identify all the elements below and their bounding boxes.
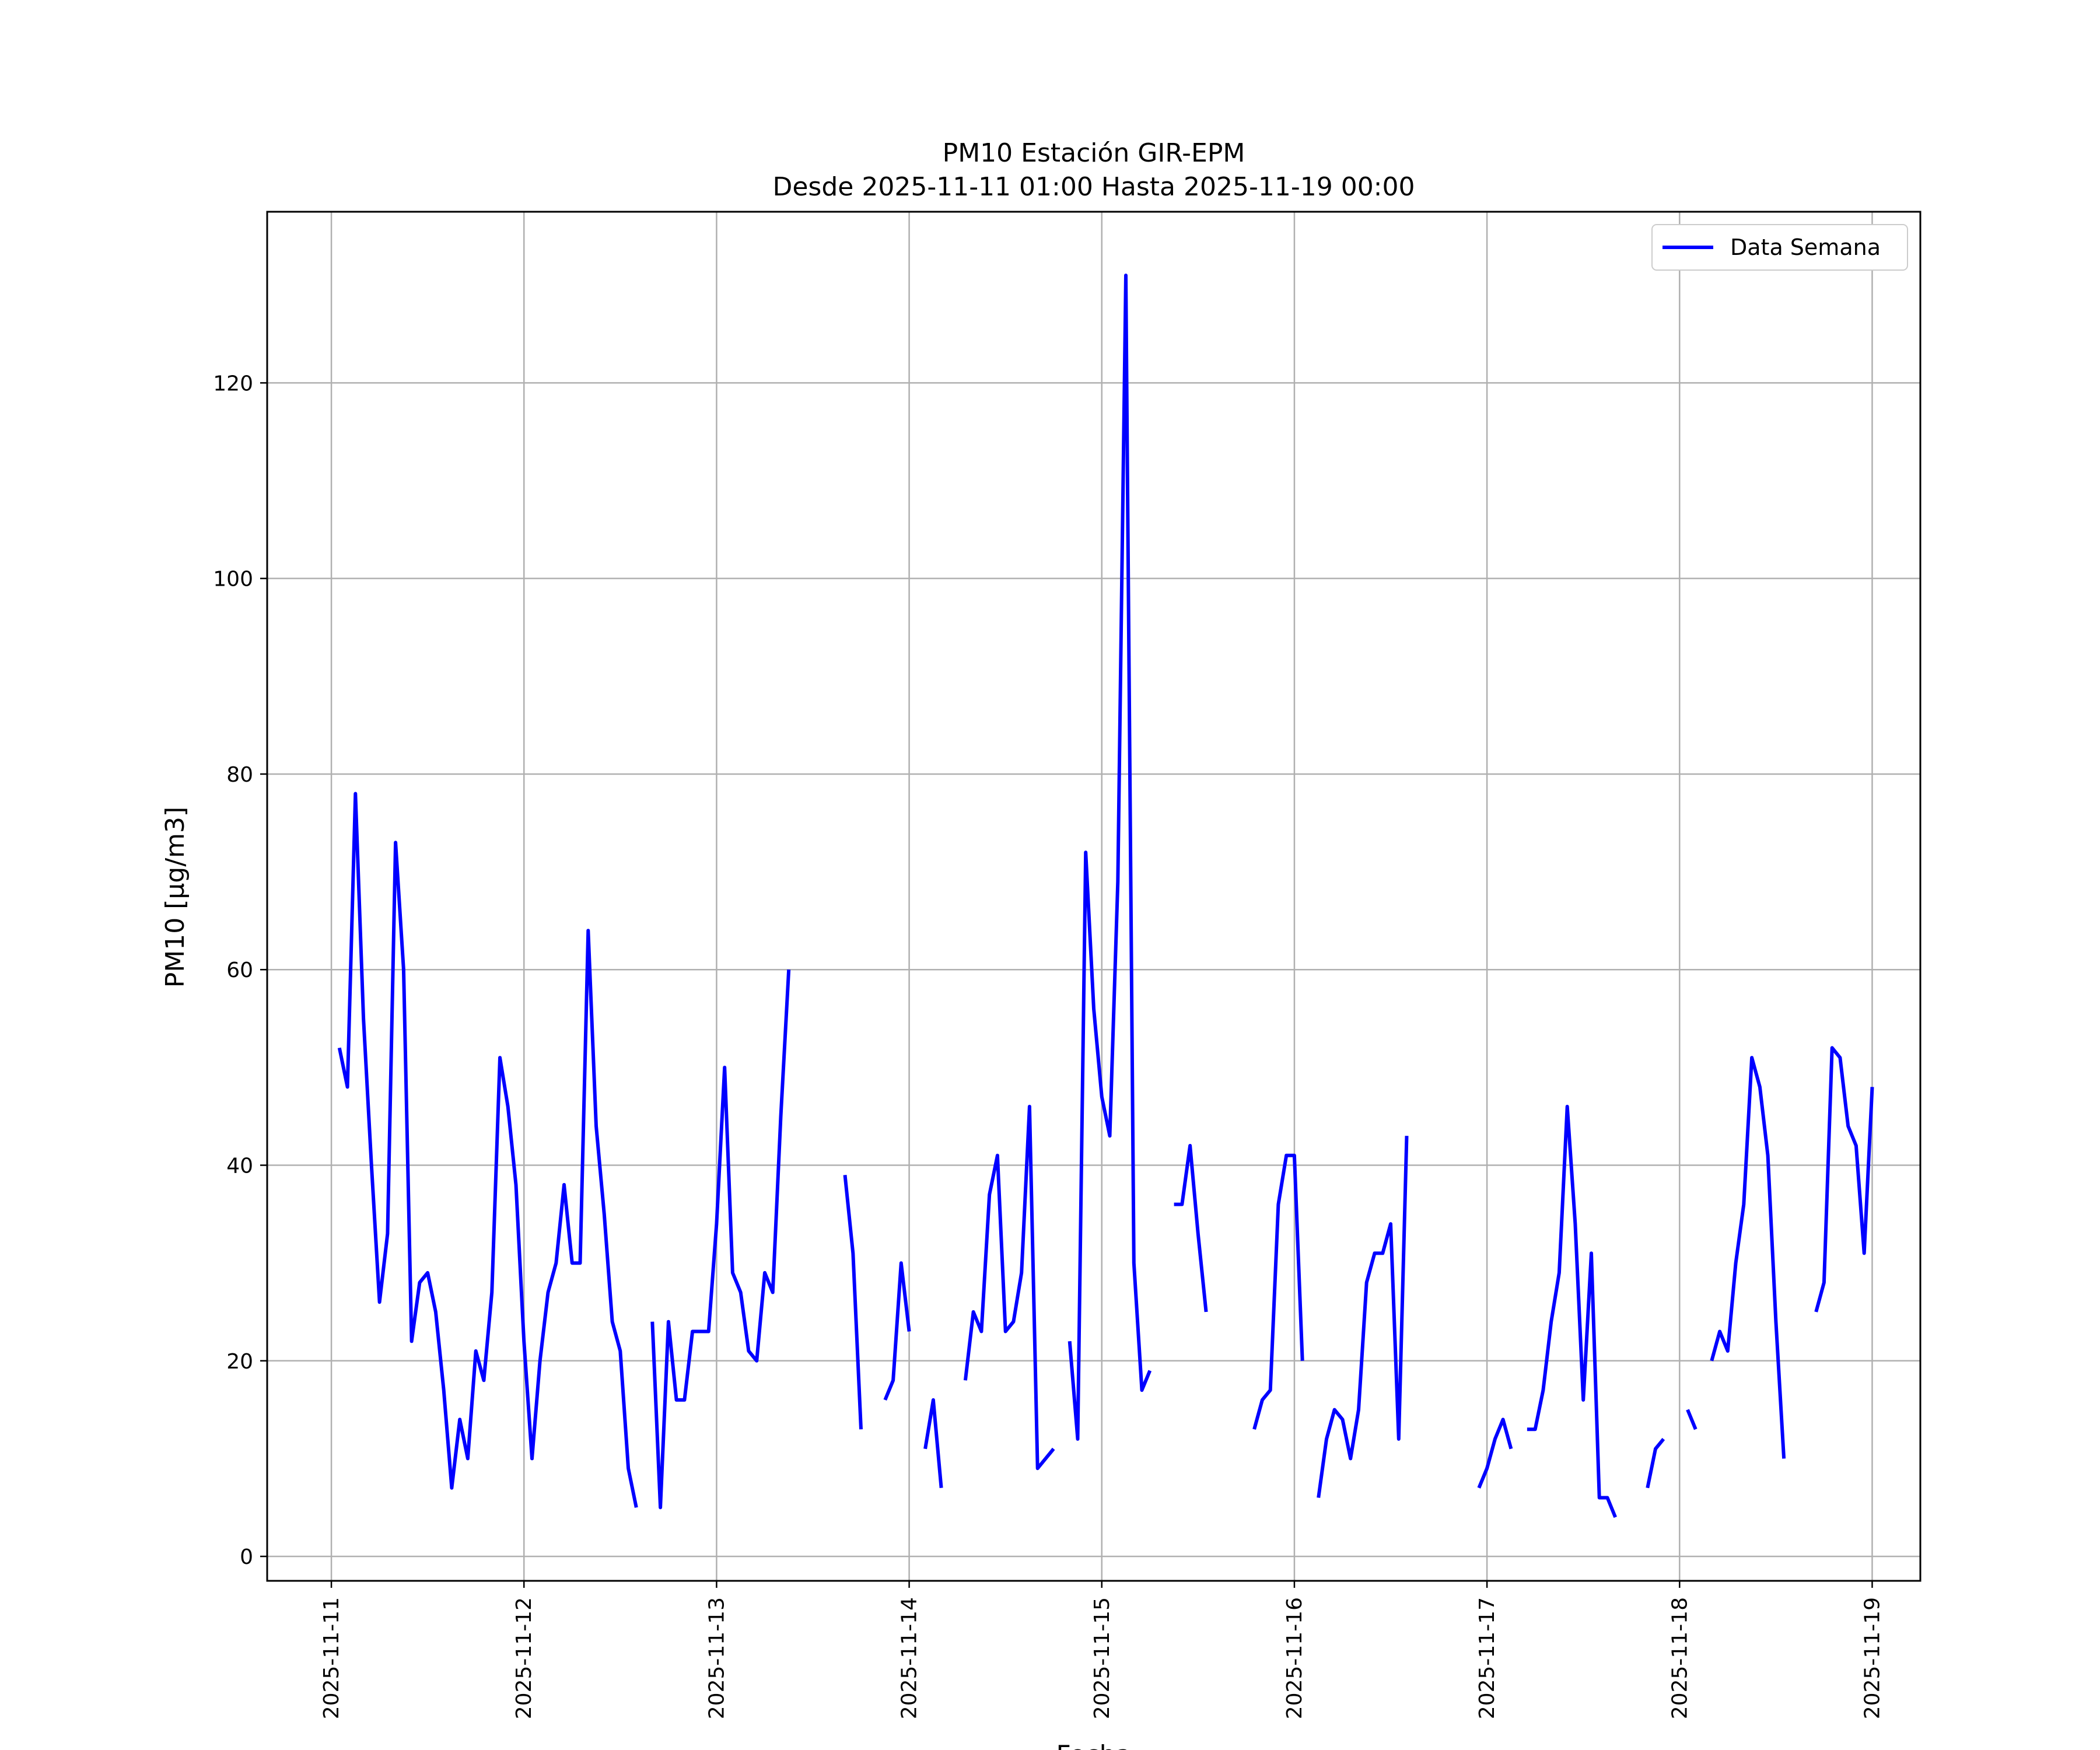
x-axis-label: Fecha — [1056, 1740, 1131, 1750]
x-tick-label: 2025-11-15 — [1090, 1597, 1114, 1719]
series-line-segment — [1646, 1437, 1665, 1489]
series-line-segment — [337, 792, 638, 1508]
x-tick-label: 2025-11-12 — [512, 1597, 536, 1719]
x-tick-label: 2025-11-14 — [898, 1597, 922, 1719]
chart-subtitle: Desde 2025-11-11 01:00 Hasta 2025-11-19 … — [772, 172, 1415, 202]
x-axis-ticks: 2025-11-11 2025-11-12 2025-11-13 2025-11-14… — [320, 1581, 1884, 1719]
series-line-segment — [843, 1174, 863, 1430]
series-data-semana — [337, 274, 1874, 1518]
series-line-segment — [1477, 1418, 1513, 1489]
series-line-segment — [1710, 1056, 1786, 1459]
series-line-segment — [1252, 1153, 1304, 1430]
x-tick-label: 2025-11-16 — [1283, 1597, 1307, 1719]
x-tick-label: 2025-11-13 — [705, 1597, 729, 1719]
series-line-segment — [1527, 1104, 1617, 1518]
series-line-segment — [1686, 1409, 1698, 1430]
y-tick-label: 100 — [213, 568, 253, 592]
series-line-segment — [1174, 1144, 1208, 1312]
y-tick-label: 80 — [226, 763, 253, 787]
x-tick-label: 2025-11-17 — [1475, 1597, 1499, 1719]
y-tick-label: 40 — [226, 1154, 253, 1178]
x-tick-label: 2025-11-11 — [320, 1597, 344, 1719]
legend-label: Data Semana — [1730, 235, 1881, 260]
chart-title: PM10 Estación GIR-EPM — [943, 138, 1245, 168]
series-line-segment — [883, 1261, 911, 1401]
y-tick-label: 60 — [226, 958, 253, 982]
legend-box — [1651, 224, 1908, 271]
legend: Data Semana — [1651, 224, 1908, 271]
series-line-segment — [1814, 1046, 1874, 1312]
series-line-segment — [1317, 1136, 1409, 1498]
series-line-segment — [963, 1104, 1055, 1471]
y-tick-label: 20 — [226, 1350, 253, 1374]
y-axis-ticks: 0 20 40 60 80 100 120 — [213, 372, 267, 1569]
y-tick-label: 0 — [240, 1545, 253, 1569]
y-axis-label: PM10 [μg/m3] — [160, 807, 190, 988]
series-line-segment — [923, 1398, 943, 1488]
x-tick-label: 2025-11-18 — [1668, 1597, 1692, 1719]
grid — [267, 212, 1920, 1581]
x-tick-label: 2025-11-19 — [1860, 1597, 1884, 1719]
plot-frame — [266, 211, 1922, 1582]
series-line-segment — [1068, 274, 1152, 1441]
series-line-segment — [650, 970, 791, 1510]
y-tick-label: 120 — [213, 372, 253, 396]
